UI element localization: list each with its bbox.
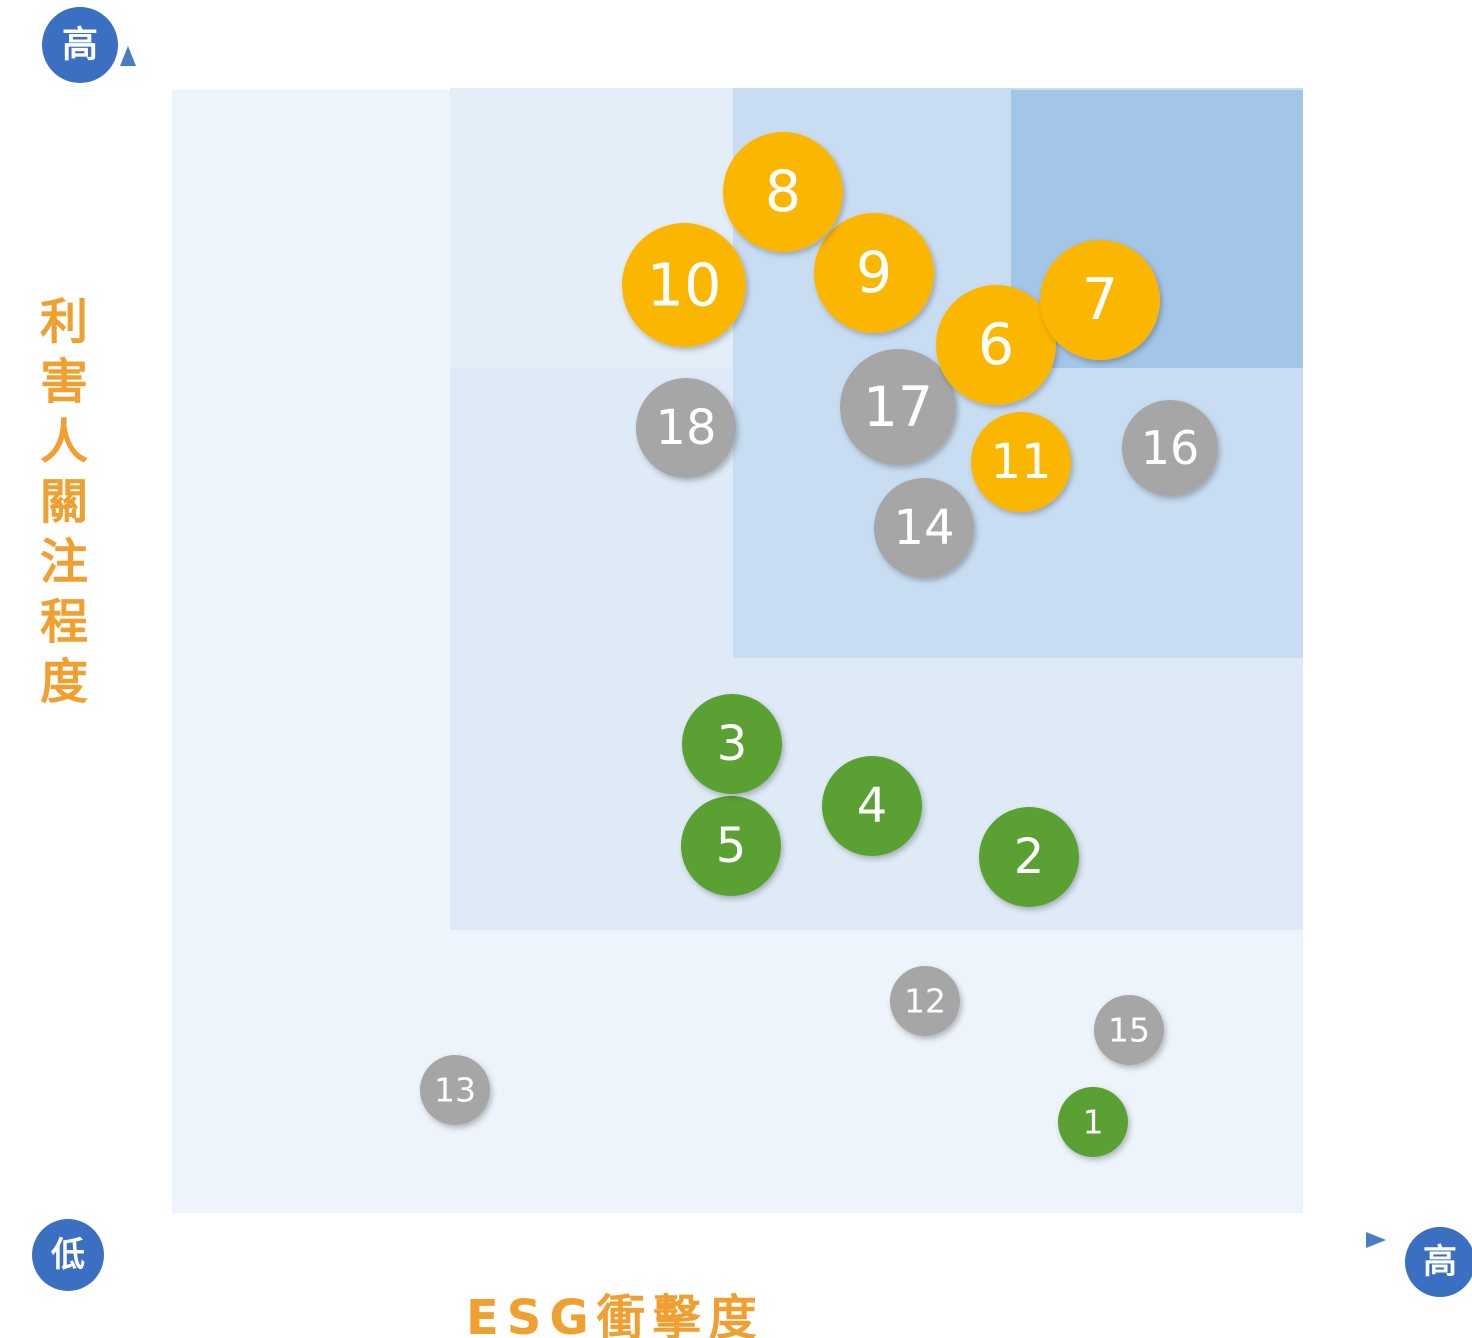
x-high-label: 高 xyxy=(1423,1242,1457,1282)
node-label: 1 xyxy=(1083,1103,1104,1142)
node-label: 11 xyxy=(990,434,1051,490)
node-label: 2 xyxy=(1014,829,1045,885)
node-label: 13 xyxy=(434,1071,476,1110)
origin-label: 低 xyxy=(51,1235,85,1275)
node-label: 7 xyxy=(1082,267,1118,333)
node-label: 5 xyxy=(716,818,747,874)
node xyxy=(874,478,974,578)
node-label: 17 xyxy=(863,375,933,439)
node xyxy=(840,349,956,465)
node-label: 4 xyxy=(857,778,888,834)
node xyxy=(420,1055,490,1125)
node xyxy=(1122,400,1218,496)
x-axis-title: ESG衝擊度 xyxy=(466,1290,765,1338)
x-arrow xyxy=(1366,1232,1386,1248)
node-label: 3 xyxy=(717,716,748,772)
node-label: 12 xyxy=(904,982,946,1021)
node xyxy=(814,213,934,333)
node xyxy=(890,966,960,1036)
node xyxy=(622,223,746,347)
node xyxy=(971,412,1071,512)
node xyxy=(682,694,782,794)
node-label: 16 xyxy=(1141,421,1200,475)
node xyxy=(822,756,922,856)
node xyxy=(936,285,1056,405)
badge xyxy=(1405,1227,1472,1297)
node xyxy=(681,796,781,896)
node xyxy=(1094,995,1164,1065)
node-label: 18 xyxy=(655,400,716,456)
node xyxy=(723,132,843,252)
node xyxy=(636,378,736,478)
node-label: 8 xyxy=(765,159,801,225)
y-axis-title: 利害人關注程度 xyxy=(31,296,87,716)
node-label: 6 xyxy=(978,312,1014,378)
badge xyxy=(32,1219,104,1291)
node-label: 14 xyxy=(893,500,954,556)
y-arrow xyxy=(120,46,136,66)
node xyxy=(1040,240,1160,360)
node-label: 15 xyxy=(1108,1011,1150,1050)
node-label: 10 xyxy=(646,251,721,320)
node xyxy=(1058,1087,1128,1157)
badge xyxy=(42,7,118,83)
node xyxy=(979,807,1079,907)
node-label: 9 xyxy=(856,240,892,306)
y-high-label: 高 xyxy=(62,25,98,66)
